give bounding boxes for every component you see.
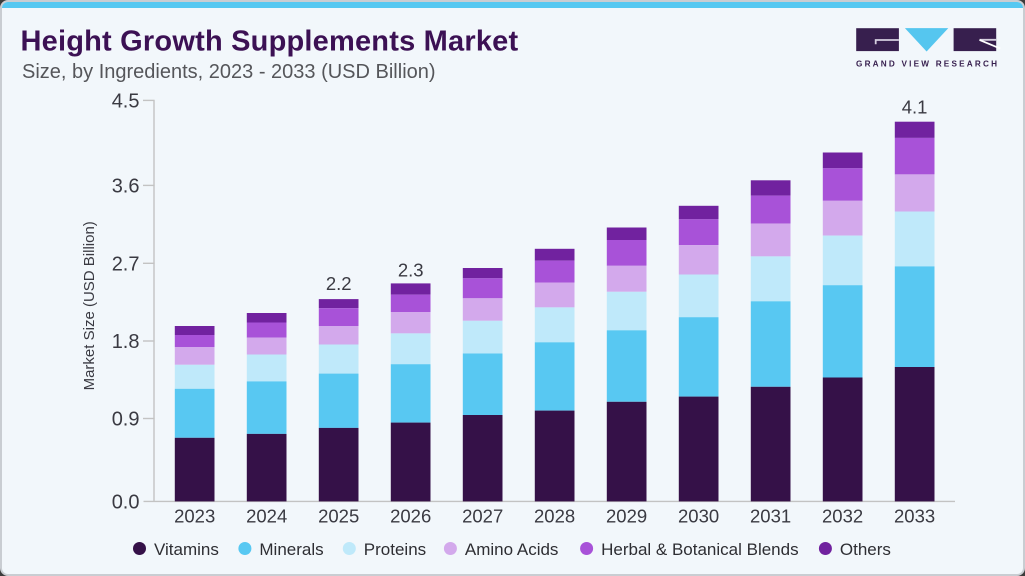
svg-text:2027: 2027 [462, 505, 503, 526]
svg-text:2026: 2026 [390, 505, 431, 526]
svg-text:Size, by Ingredients, 2023 - 2: Size, by Ingredients, 2023 - 2033 (USD B… [22, 61, 436, 83]
svg-text:2.3: 2.3 [398, 260, 424, 281]
svg-text:2024: 2024 [246, 505, 287, 526]
svg-text:2028: 2028 [534, 505, 575, 526]
svg-text:1.8: 1.8 [112, 331, 140, 353]
svg-text:Market Size (USD Billion): Market Size (USD Billion) [81, 221, 98, 390]
svg-text:Proteins: Proteins [364, 540, 426, 559]
svg-text:0.9: 0.9 [112, 409, 140, 431]
svg-text:4.5: 4.5 [112, 91, 140, 113]
svg-text:2023: 2023 [174, 505, 215, 526]
svg-text:0.0: 0.0 [112, 492, 140, 514]
svg-text:Minerals: Minerals [259, 540, 323, 559]
svg-text:2.7: 2.7 [112, 254, 140, 276]
svg-text:Herbal & Botanical Blends: Herbal & Botanical Blends [601, 540, 799, 559]
svg-text:2032: 2032 [822, 505, 863, 526]
svg-text:2030: 2030 [678, 505, 719, 526]
svg-text:4.1: 4.1 [902, 97, 928, 118]
svg-text:2029: 2029 [606, 505, 647, 526]
svg-text:Height Growth Supplements Mark: Height Growth Supplements Market [21, 26, 519, 58]
svg-text:2033: 2033 [894, 505, 935, 526]
svg-text:Others: Others [840, 540, 891, 559]
svg-text:3.6: 3.6 [112, 176, 140, 198]
svg-text:Vitamins: Vitamins [154, 540, 219, 559]
svg-text:2025: 2025 [318, 505, 359, 526]
svg-text:GRAND VIEW RESEARCH: GRAND VIEW RESEARCH [856, 59, 999, 68]
svg-text:Amino Acids: Amino Acids [465, 540, 559, 559]
svg-text:2.2: 2.2 [326, 273, 352, 294]
svg-text:2031: 2031 [750, 505, 791, 526]
